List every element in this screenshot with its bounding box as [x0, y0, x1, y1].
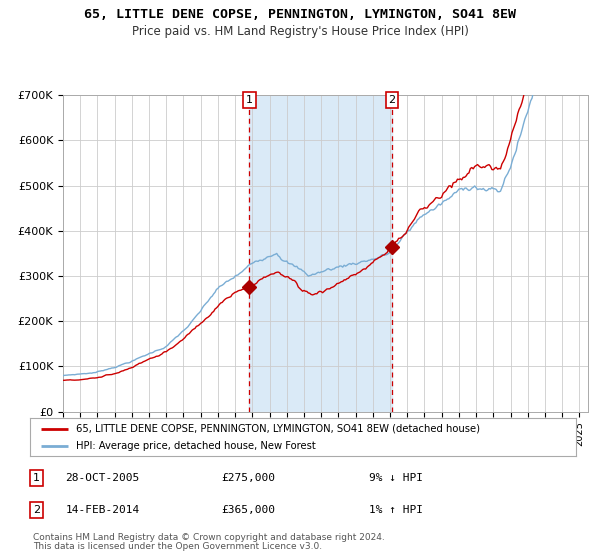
Text: Contains HM Land Registry data © Crown copyright and database right 2024.: Contains HM Land Registry data © Crown c… [33, 533, 385, 542]
Text: 2: 2 [389, 95, 395, 105]
Text: This data is licensed under the Open Government Licence v3.0.: This data is licensed under the Open Gov… [33, 542, 322, 551]
Text: 28-OCT-2005: 28-OCT-2005 [65, 473, 140, 483]
Text: 2: 2 [33, 505, 40, 515]
Text: 1% ↑ HPI: 1% ↑ HPI [368, 505, 422, 515]
Text: 65, LITTLE DENE COPSE, PENNINGTON, LYMINGTON, SO41 8EW: 65, LITTLE DENE COPSE, PENNINGTON, LYMIN… [84, 8, 516, 21]
Text: 65, LITTLE DENE COPSE, PENNINGTON, LYMINGTON, SO41 8EW (detached house): 65, LITTLE DENE COPSE, PENNINGTON, LYMIN… [76, 423, 481, 433]
Text: £275,000: £275,000 [221, 473, 275, 483]
Bar [250, 95, 392, 412]
Text: 14-FEB-2014: 14-FEB-2014 [65, 505, 140, 515]
Text: Price paid vs. HM Land Registry's House Price Index (HPI): Price paid vs. HM Land Registry's House … [131, 25, 469, 38]
Text: £365,000: £365,000 [221, 505, 275, 515]
Text: HPI: Average price, detached house, New Forest: HPI: Average price, detached house, New … [76, 441, 316, 451]
Text: 9% ↓ HPI: 9% ↓ HPI [368, 473, 422, 483]
Text: 1: 1 [246, 95, 253, 105]
Text: 1: 1 [33, 473, 40, 483]
